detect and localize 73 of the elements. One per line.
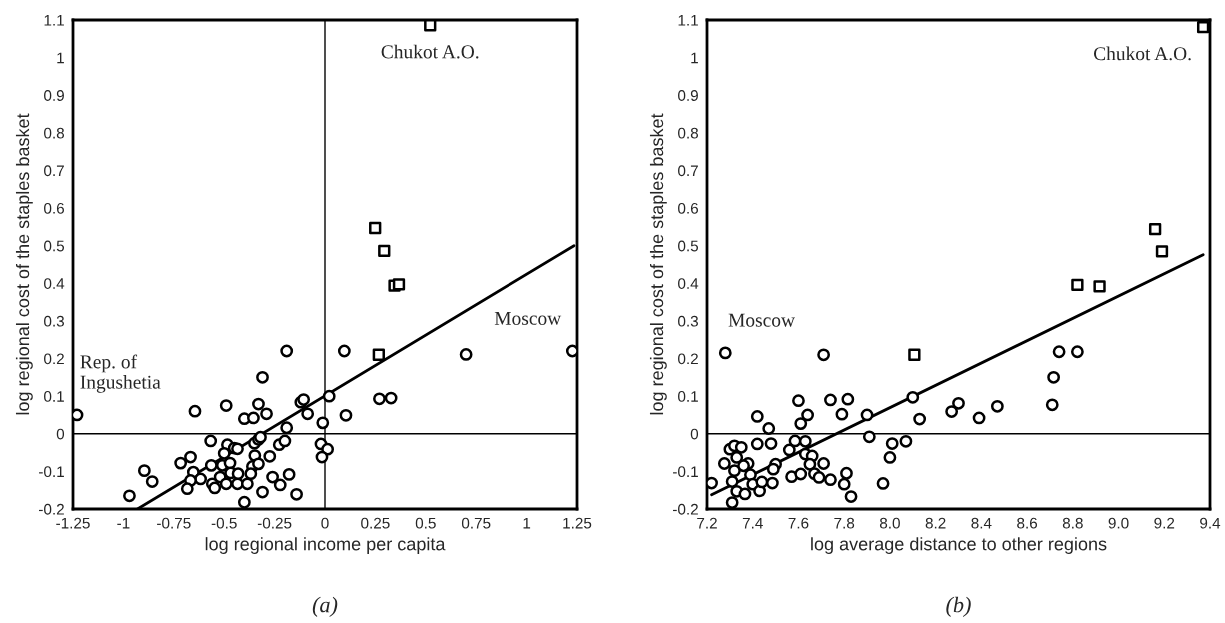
- x-tick-label: 8.4: [971, 517, 992, 529]
- y-tick-label: 0.6: [44, 202, 64, 214]
- x-tick-label: 9.0: [1108, 517, 1129, 529]
- point: [392, 278, 406, 291]
- y-tick-label: 0.3: [678, 315, 698, 327]
- y-tick-label: 0.4: [44, 278, 65, 289]
- point: [908, 348, 921, 361]
- y-tick-label: 0.8: [678, 127, 698, 139]
- x-tick-label: 0.75: [461, 517, 491, 529]
- x-tick-label: 8.0: [879, 517, 900, 529]
- x-axis-title: log regional income per capita: [205, 537, 446, 554]
- x-tick-label: -0.75: [157, 517, 191, 529]
- y-tick-label: 0.8: [44, 127, 64, 139]
- x-tick-label: 7.4: [742, 517, 763, 529]
- y-tick-label: 0.3: [44, 315, 64, 327]
- annotation: Moscow: [728, 313, 795, 327]
- x-tick-label: -0.5: [211, 517, 237, 529]
- point: [424, 20, 437, 32]
- y-tick-label: 1: [57, 52, 64, 64]
- y-tick-label: 0: [690, 428, 699, 440]
- x-tick-label: 7.2: [697, 517, 717, 529]
- x-tick-label: 7.8: [834, 517, 855, 529]
- x-tick-label: 0: [321, 517, 329, 529]
- point: [1071, 278, 1084, 291]
- annotation: Moscow: [494, 311, 562, 325]
- y-axis-title: log regional cost of the staples basket: [15, 113, 33, 415]
- x-axis-title: log average distance to other regions: [811, 537, 1107, 554]
- x-tick-label: 8.2: [925, 517, 946, 529]
- x-tick-label: -1.25: [56, 517, 90, 529]
- text: (a): [312, 596, 338, 617]
- annotation: Chukot A.O.: [1093, 46, 1191, 61]
- x-tick-label: 9.2: [1154, 517, 1175, 529]
- x-tick-label: 7.6: [788, 517, 809, 529]
- y-axis-title: log regional cost of the staples basket: [649, 113, 667, 415]
- y-tick-label: -0.1: [673, 466, 698, 478]
- x-tick-label: 1: [523, 517, 531, 529]
- x-tick-label: 9.4: [1200, 517, 1221, 529]
- point: [1196, 20, 1210, 34]
- x-tick-label: 8.6: [1017, 517, 1038, 529]
- y-tick-label: -0.1: [39, 466, 64, 478]
- y-tick-label: 0.1: [678, 391, 698, 402]
- y-tick-label: 1.1: [678, 15, 698, 26]
- y-tick-label: 0.7: [678, 165, 698, 177]
- x-tick-label: -1: [117, 517, 130, 529]
- text: (b): [946, 596, 971, 617]
- y-tick-label: 0.2: [678, 353, 698, 365]
- y-tick-label: 0: [56, 428, 65, 440]
- y-tick-label: 0.4: [678, 278, 699, 289]
- point: [369, 221, 382, 235]
- y-tick-label: -0.2: [39, 503, 64, 515]
- annotation: Rep. of Ingushetia: [80, 354, 161, 393]
- x-tick-label: 0.5: [415, 517, 436, 529]
- y-tick-label: 0.1: [44, 391, 64, 402]
- point: [378, 244, 391, 258]
- point: [372, 348, 385, 361]
- y-tick-label: 0.5: [678, 240, 699, 252]
- y-tick-label: 0.2: [44, 353, 64, 365]
- x-tick-label: 1.25: [563, 517, 592, 529]
- annotation: Chukot A.O.: [381, 44, 479, 59]
- y-tick-label: -0.2: [673, 503, 698, 515]
- point: [1155, 245, 1169, 258]
- y-tick-label: 0.9: [44, 90, 64, 101]
- y-tick-label: 0.5: [44, 240, 65, 252]
- x-tick-label: 8.8: [1062, 517, 1083, 529]
- y-tick-label: 0.7: [44, 165, 64, 177]
- y-tick-label: 0.9: [678, 90, 698, 101]
- point: [1148, 222, 1162, 236]
- x-tick-label: 0.25: [361, 517, 390, 529]
- y-tick-label: 1.1: [44, 15, 64, 26]
- y-tick-label: 1: [691, 52, 698, 64]
- x-tick-label: -0.25: [257, 517, 292, 529]
- y-tick-label: 0.6: [678, 202, 698, 214]
- point: [1093, 280, 1106, 293]
